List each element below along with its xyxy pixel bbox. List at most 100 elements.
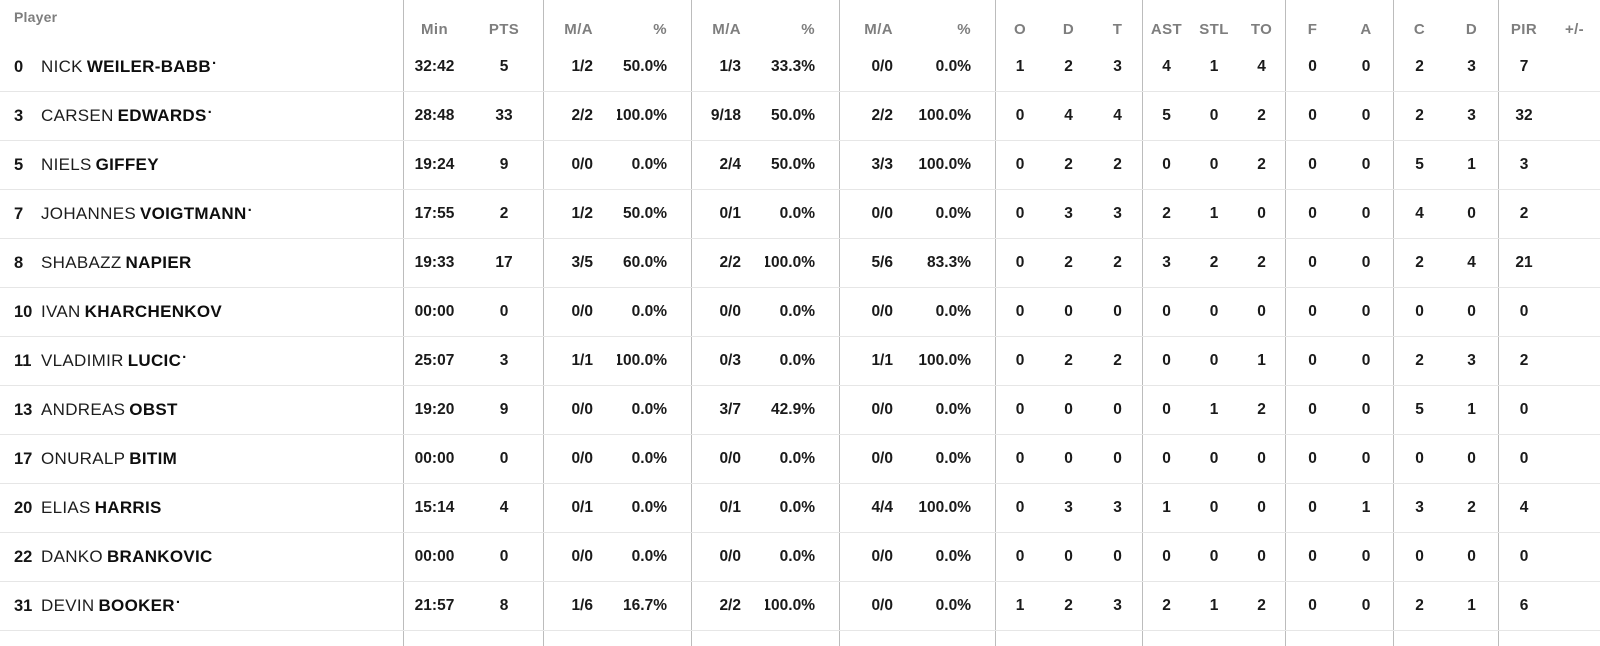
player-cell[interactable]: 0 NICK WEILER-BABB· bbox=[0, 43, 403, 91]
stat-3pt-ma: 0/1 bbox=[691, 190, 765, 238]
player-row[interactable]: 3 CARSEN EDWARDS· 28:48 33 2/2 100.0% 9/1… bbox=[0, 92, 1600, 141]
stat-minutes: 00:00 bbox=[403, 533, 465, 581]
stat-reb-off: 1 bbox=[995, 43, 1044, 91]
stat-blocks-against: 0 bbox=[1361, 254, 1371, 271]
player-row[interactable]: 5 NIELS GIFFEY 19:24 9 0/0 0.0% 2/4 50.0%… bbox=[0, 141, 1600, 190]
stat-blocks-against: 0 bbox=[1361, 352, 1371, 369]
stat-minutes: 21:57 bbox=[403, 582, 465, 630]
jersey-number: 8 bbox=[14, 253, 24, 272]
starter-indicator: · bbox=[212, 55, 218, 72]
table-header-row: Player Min PTS M/A % M/A % M/A % O D T A… bbox=[0, 0, 1600, 43]
stat-assists: 0 bbox=[1142, 435, 1190, 483]
player-last-name: NAPIER bbox=[125, 253, 192, 272]
stat-turnovers: 0 bbox=[1257, 450, 1266, 467]
player-first-name: DEVIN bbox=[41, 596, 95, 615]
stat-ft-ma: 0/0 bbox=[839, 435, 917, 483]
player-name: ELIAS HARRIS bbox=[41, 498, 163, 518]
stat-blocks-favor: 0 bbox=[1285, 190, 1339, 238]
player-cell[interactable]: 5 NIELS GIFFEY bbox=[0, 141, 403, 189]
stat-fouls-commited: 2 bbox=[1393, 43, 1445, 91]
player-cell[interactable]: 3 CARSEN EDWARDS· bbox=[0, 92, 403, 140]
stat-reb-def: 2 bbox=[1064, 156, 1073, 173]
stat-reb-total: 3 bbox=[1113, 205, 1122, 222]
stat-3pt-ma: 9/18 bbox=[691, 92, 765, 140]
player-row[interactable]: 7 JOHANNES VOIGTMANN· 17:55 2 1/2 50.0% 0… bbox=[0, 190, 1600, 239]
player-row[interactable]: 11 VLADIMIR LUCIC· 25:07 3 1/1 100.0% 0/3… bbox=[0, 337, 1600, 386]
player-name: DEVIN BOOKER· bbox=[41, 594, 181, 616]
stat-minutes: 19:24 bbox=[403, 141, 465, 189]
stat-reb-total: 3 bbox=[1113, 597, 1122, 614]
stat-3pt-ma: 2/2 bbox=[691, 582, 765, 630]
starter-indicator: · bbox=[182, 349, 188, 366]
stat-3pt-pct: 42.9% bbox=[771, 401, 815, 418]
stat-fouls-commited: 2 bbox=[1393, 92, 1445, 140]
stat-blocks-favor: 0 bbox=[1285, 582, 1339, 630]
stat-reb-def: 0 bbox=[1064, 450, 1073, 467]
stat-steals: 1 bbox=[1209, 205, 1219, 222]
player-row[interactable]: 13 ANDREAS OBST 19:20 9 0/0 0.0% 3/7 42.9… bbox=[0, 386, 1600, 435]
stat-pir: 0 bbox=[1498, 435, 1549, 483]
stat-reb-total: 0 bbox=[1113, 548, 1122, 565]
stat-3pt-pct: 0.0% bbox=[779, 352, 815, 369]
header-reb-tot: T bbox=[1112, 21, 1123, 38]
stat-fouls-commited: 5 bbox=[1393, 141, 1445, 189]
player-cell[interactable]: 22 DANKO BRANKOVIC bbox=[0, 533, 403, 581]
stat-fouls-commited: 4 bbox=[1393, 190, 1445, 238]
header-pir: PIR bbox=[1498, 0, 1549, 43]
header-pts: PTS bbox=[488, 21, 520, 38]
player-cell[interactable]: 13 ANDREAS OBST bbox=[0, 386, 403, 434]
player-cell[interactable]: 8 SHABAZZ NAPIER bbox=[0, 239, 403, 287]
stat-blocks-favor: 0 bbox=[1285, 533, 1339, 581]
jersey-number: 11 bbox=[14, 351, 32, 370]
player-row[interactable]: 20 ELIAS HARRIS 15:14 4 0/1 0.0% 0/1 0.0%… bbox=[0, 484, 1600, 533]
stat-pir: 21 bbox=[1498, 239, 1549, 287]
stat-minutes: 17:55 bbox=[403, 190, 465, 238]
player-row[interactable]: 31 DEVIN BOOKER· 21:57 8 1/6 16.7% 2/2 10… bbox=[0, 582, 1600, 631]
stat-assists: 0 bbox=[1142, 288, 1190, 336]
stat-reb-total: 2 bbox=[1113, 352, 1122, 369]
player-row[interactable]: 17 ONURALP BITIM 00:00 0 0/0 0.0% 0/0 0.0… bbox=[0, 435, 1600, 484]
stat-points: 0 bbox=[499, 303, 509, 320]
player-row[interactable]: 8 SHABAZZ NAPIER 19:33 17 3/5 60.0% 2/2 1… bbox=[0, 239, 1600, 288]
stat-ft-pct: 0.0% bbox=[935, 548, 971, 565]
header-to: TO bbox=[1250, 21, 1273, 38]
header-fouls: F bbox=[1285, 0, 1339, 43]
player-row[interactable]: 22 DANKO BRANKOVIC 00:00 0 0/0 0.0% 0/0 0… bbox=[0, 533, 1600, 582]
stat-2pt-pct: 0.0% bbox=[631, 156, 667, 173]
player-cell[interactable]: 7 JOHANNES VOIGTMANN· bbox=[0, 190, 403, 238]
stat-fouls-drawn: 0 bbox=[1467, 205, 1476, 222]
stat-fouls-commited: 5 bbox=[1393, 386, 1445, 434]
player-name: IVAN KHARCHENKOV bbox=[41, 302, 223, 322]
stat-2pt-pct: 50.0% bbox=[623, 58, 667, 75]
stat-blocks-against: 0 bbox=[1361, 156, 1371, 173]
stat-2pt-ma: 1/1 bbox=[543, 337, 617, 385]
stat-ft-pct: 0.0% bbox=[935, 401, 971, 418]
player-row[interactable]: 0 NICK WEILER-BABB· 32:42 5 1/2 50.0% 1/3… bbox=[0, 43, 1600, 92]
stat-assists: 4 bbox=[1142, 43, 1190, 91]
stat-blocks-favor: 0 bbox=[1285, 141, 1339, 189]
starter-indicator: · bbox=[207, 104, 213, 121]
stat-reb-def: 4 bbox=[1064, 107, 1073, 124]
player-last-name: BRANKOVIC bbox=[106, 547, 213, 566]
player-cell[interactable]: 10 IVAN KHARCHENKOV bbox=[0, 288, 403, 336]
stat-reb-def: 2 bbox=[1064, 58, 1073, 75]
stat-fouls-commited: 0 bbox=[1393, 288, 1445, 336]
stat-2pt-pct: 0.0% bbox=[631, 499, 667, 516]
player-cell[interactable]: 17 ONURALP BITIM bbox=[0, 435, 403, 483]
player-last-name: GIFFEY bbox=[95, 155, 159, 174]
stat-reb-off: 0 bbox=[995, 484, 1044, 532]
stat-2pt-ma: 1/2 bbox=[543, 190, 617, 238]
player-cell[interactable]: 20 ELIAS HARRIS bbox=[0, 484, 403, 532]
jersey-number: 5 bbox=[14, 155, 24, 174]
table-footer-strip bbox=[0, 631, 1600, 646]
stat-turnovers: 0 bbox=[1257, 205, 1266, 222]
stat-ft-pct: 83.3% bbox=[927, 254, 971, 271]
stat-fouls-drawn: 1 bbox=[1467, 156, 1476, 173]
player-row[interactable]: 10 IVAN KHARCHENKOV 00:00 0 0/0 0.0% 0/0 … bbox=[0, 288, 1600, 337]
header-2pt-ma: M/A bbox=[543, 0, 617, 43]
player-cell[interactable]: 31 DEVIN BOOKER· bbox=[0, 582, 403, 630]
stat-steals: 0 bbox=[1209, 303, 1219, 320]
player-cell[interactable]: 11 VLADIMIR LUCIC· bbox=[0, 337, 403, 385]
stat-pir: 2 bbox=[1498, 190, 1549, 238]
stat-reb-total: 3 bbox=[1113, 58, 1122, 75]
